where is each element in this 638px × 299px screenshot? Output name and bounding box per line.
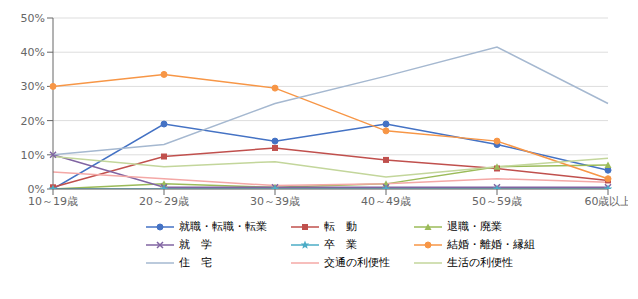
html-text:転 動: 転 動	[324, 220, 357, 233]
html-text:退職・廃業: 退職・廃業	[447, 220, 502, 233]
svg-text:60歳以上: 60歳以上	[585, 195, 629, 208]
html-text:住 宅: 住 宅	[179, 256, 212, 269]
html-text:交通の利便性: 交通の利便性	[324, 256, 390, 269]
html-text:卒 業: 卒 業	[324, 238, 357, 251]
svg-text:50%: 50%	[21, 12, 45, 25]
html-text:結婚・離婚・縁組: 結婚・離婚・縁組	[447, 238, 535, 251]
svg-text:0%: 0%	[28, 183, 45, 196]
svg-text:10%: 10%	[21, 149, 45, 162]
svg-text:20%: 20%	[21, 115, 45, 128]
svg-text:40～49歳: 40～49歳	[361, 195, 411, 208]
svg-text:20～29歳: 20～29歳	[139, 195, 189, 208]
svg-text:30～39歳: 30～39歳	[250, 195, 300, 208]
svg-text:30%: 30%	[21, 80, 45, 93]
svg-text:50～59歳: 50～59歳	[472, 195, 522, 208]
svg-text:40%: 40%	[21, 46, 45, 59]
html-text:生活の利便性: 生活の利便性	[447, 256, 513, 269]
svg-text:10～19歳: 10～19歳	[28, 195, 78, 208]
html-text:就職・転職・転業: 就職・転職・転業	[179, 220, 267, 233]
html-text:就 学: 就 学	[179, 238, 212, 251]
